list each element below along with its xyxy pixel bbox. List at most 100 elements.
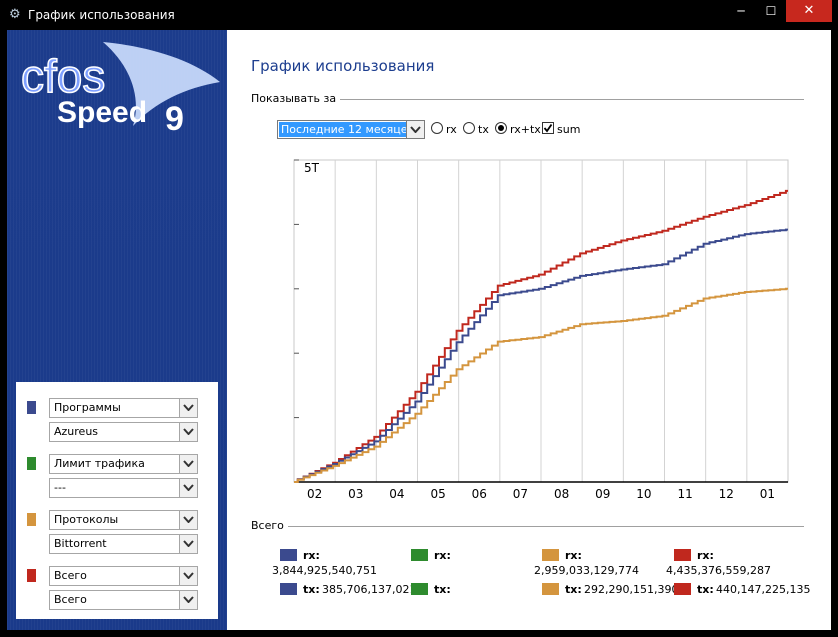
chart-x-tick-label: 03 — [348, 487, 363, 501]
logo-cfos-text: cfos — [21, 50, 105, 102]
total-label: Всего — [251, 519, 288, 532]
logo-speed-text: Speed — [57, 96, 147, 129]
divider — [251, 99, 804, 100]
maximize-button[interactable]: ☐ — [765, 4, 777, 18]
tx-radio-label: tx — [478, 123, 489, 136]
tx-radio-circle[interactable] — [463, 122, 475, 134]
legend-swatch — [280, 583, 297, 595]
legend-tx-value: 385,706,137,021 — [322, 583, 417, 596]
legend-rx-value: 4,435,376,559,287 — [666, 564, 771, 577]
legend-swatch — [674, 583, 691, 595]
page-title: График использования — [251, 57, 435, 75]
usage-chart: 02 03 04 05 06 07 08 09 10 11 12 01 5T — [293, 159, 789, 501]
chart-x-tick-label: 07 — [513, 487, 528, 501]
legend-item-protocols: rx: 2,959,033,129,774 tx: 292,290,151,39… — [534, 549, 678, 609]
title-bar: ⚙ График использования ─ ☐ ✕ — [0, 0, 838, 30]
protocols-color-swatch — [27, 513, 36, 526]
program-select-dropdown[interactable]: Azureus — [49, 422, 198, 442]
legend-rx-label: rx: — [697, 549, 714, 562]
chart-x-tick-label: 11 — [677, 487, 692, 501]
chart-x-tick-label: 04 — [389, 487, 404, 501]
filter-panel: Программы Azureus Лимит трафика --- — [16, 382, 218, 619]
legend-swatch — [411, 583, 428, 595]
programs-dropdown-value: Программы — [54, 401, 121, 414]
rx-radio-label: rx — [446, 123, 457, 136]
traffic-limit-select-dropdown[interactable]: --- — [49, 478, 198, 498]
programs-dropdown[interactable]: Программы — [49, 398, 198, 418]
chevron-down-icon[interactable] — [179, 399, 197, 417]
chevron-down-icon[interactable] — [179, 423, 197, 441]
rx-tx-radio-circle[interactable] — [495, 122, 507, 134]
window-client: cfos Speed 9 Программы Azureus Лимит тр — [7, 30, 831, 630]
chart-series-line-2 — [294, 287, 788, 483]
total-dropdown[interactable]: Всего — [49, 566, 198, 586]
app-gear-icon[interactable]: ⚙ — [9, 7, 21, 22]
legend-item-total: rx: 4,435,376,559,287 tx: 440,147,225,13… — [666, 549, 810, 609]
total-dropdown-value: Всего — [54, 569, 87, 582]
rx-radio-circle[interactable] — [431, 122, 443, 134]
total-color-swatch — [27, 569, 36, 582]
divider — [251, 526, 804, 527]
legend-rx-label: rx: — [434, 549, 451, 562]
show-for-label: Показывать за — [251, 92, 341, 105]
minimize-button[interactable]: ─ — [737, 4, 745, 18]
period-select-value: Последние 12 месяцев — [279, 122, 417, 137]
legend-rx-label: rx: — [565, 549, 582, 562]
legend-rx-label: rx: — [303, 549, 320, 562]
logo-version-text: 9 — [165, 100, 184, 138]
program-select-value: Azureus — [54, 425, 99, 438]
protocol-select-dropdown[interactable]: Bittorrent — [49, 534, 198, 554]
total-select-dropdown[interactable]: Всего — [49, 590, 198, 610]
chart-series-line-1 — [294, 228, 788, 483]
legend-swatch — [280, 549, 297, 561]
chevron-down-icon[interactable] — [179, 535, 197, 553]
chevron-down-icon[interactable] — [179, 567, 197, 585]
legend-tx-value: 292,290,151,390 — [584, 583, 679, 596]
legend-tx-label: tx: — [697, 583, 714, 596]
legend-swatch — [542, 583, 559, 595]
chart-x-tick-label: 05 — [430, 487, 445, 501]
protocol-select-value: Bittorrent — [54, 537, 107, 550]
legend-swatch — [542, 549, 559, 561]
sum-checkbox-box[interactable] — [542, 122, 554, 134]
traffic-limit-color-swatch — [27, 457, 36, 470]
chevron-down-icon[interactable] — [406, 121, 424, 138]
legend-item-traffic-limit: rx: tx: — [411, 549, 531, 609]
chart-x-tick-label: 01 — [760, 487, 775, 501]
programs-color-swatch — [27, 401, 36, 414]
traffic-limit-select-value: --- — [54, 481, 66, 494]
sidebar: cfos Speed 9 Программы Azureus Лимит тр — [7, 30, 227, 630]
close-button[interactable]: ✕ — [786, 0, 832, 22]
chart-x-tick-label: 10 — [636, 487, 651, 501]
traffic-limit-dropdown[interactable]: Лимит трафика — [49, 454, 198, 474]
chevron-down-icon[interactable] — [179, 511, 197, 529]
legend-tx-label: tx: — [303, 583, 320, 596]
legend-rx-value: 2,959,033,129,774 — [534, 564, 639, 577]
legend-tx-value: 440,147,225,135 — [716, 583, 811, 596]
chevron-down-icon[interactable] — [179, 591, 197, 609]
legend-rx-value: 3,844,925,540,751 — [272, 564, 377, 577]
cfos-speed-logo: cfos Speed 9 — [20, 42, 220, 138]
legend-swatch — [674, 549, 691, 561]
protocols-dropdown[interactable]: Протоколы — [49, 510, 198, 530]
legend-tx-label: tx: — [565, 583, 582, 596]
legend-item-programs: rx: 3,844,925,540,751 tx: 385,706,137,02… — [272, 549, 416, 609]
chart-x-tick-label: 08 — [554, 487, 569, 501]
chart-x-tick-label: 09 — [595, 487, 610, 501]
chart-x-tick-label: 12 — [719, 487, 734, 501]
checkmark-icon — [543, 123, 553, 133]
legend-swatch — [411, 549, 428, 561]
legend-tx-label: tx: — [434, 583, 451, 596]
total-select-value: Всего — [54, 593, 87, 606]
chart-y-tick-label: 5T — [304, 161, 320, 175]
traffic-limit-dropdown-value: Лимит трафика — [54, 457, 145, 470]
chart-x-tick-label: 06 — [472, 487, 487, 501]
chevron-down-icon[interactable] — [179, 455, 197, 473]
protocols-dropdown-value: Протоколы — [54, 513, 119, 526]
main-content: График использования Показывать за После… — [227, 30, 831, 630]
window-title: График использования — [28, 8, 175, 22]
chevron-down-icon[interactable] — [179, 479, 197, 497]
rx-tx-radio-label: rx+tx — [510, 123, 541, 136]
period-select[interactable]: Последние 12 месяцев — [277, 120, 425, 139]
chart-series-line-0 — [294, 189, 788, 483]
